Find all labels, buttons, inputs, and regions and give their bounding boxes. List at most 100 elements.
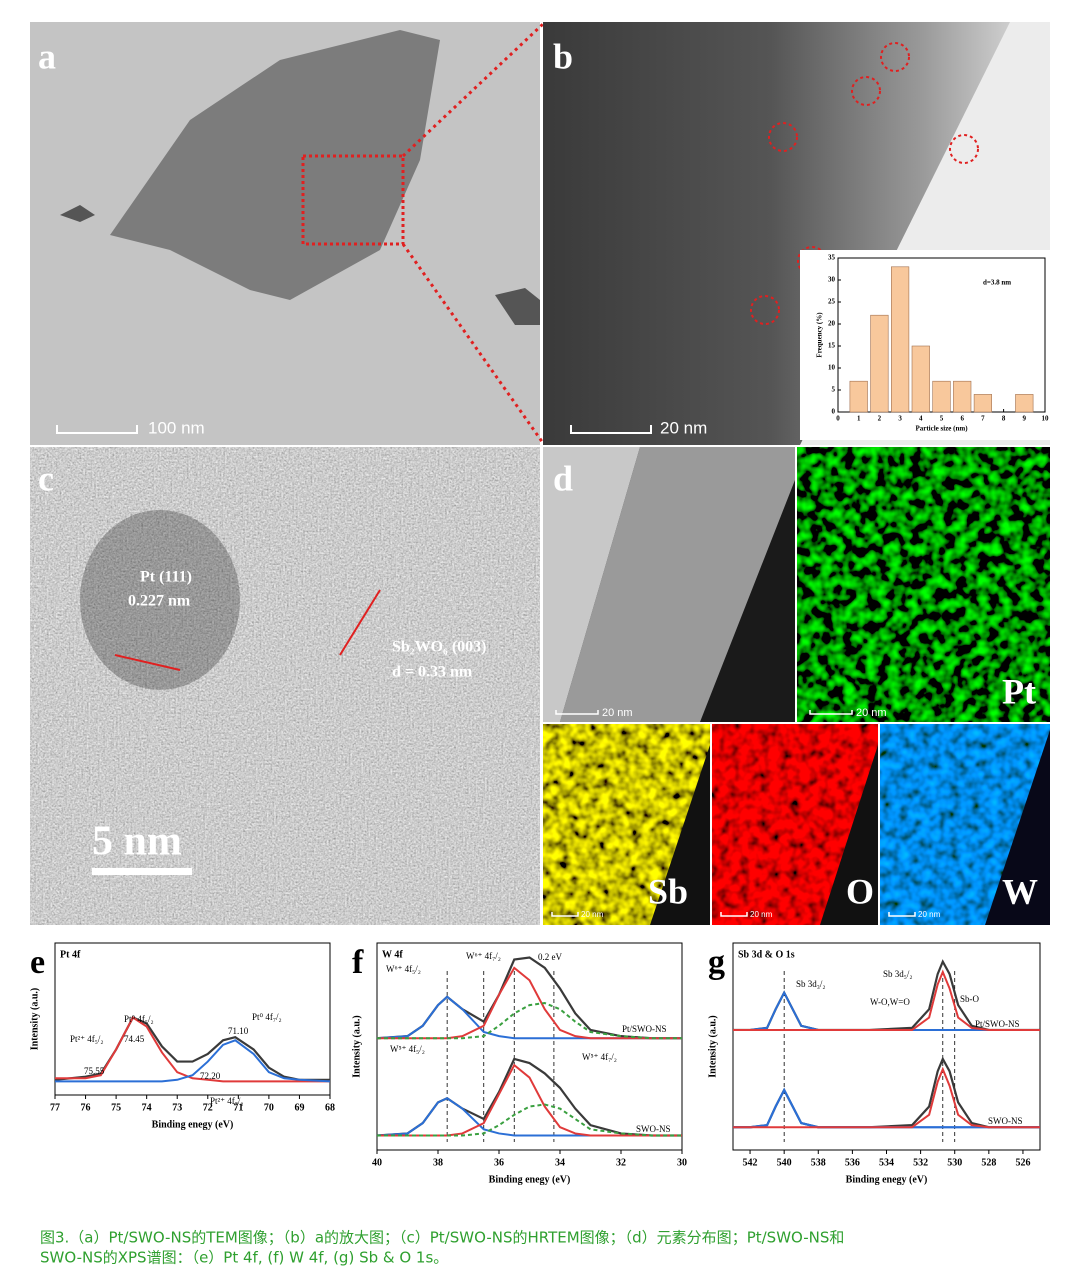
spectrum xyxy=(55,1039,331,1083)
annotation: SWO-NS xyxy=(636,1124,671,1134)
element-label: W xyxy=(1002,871,1038,911)
panel-title: Sb 3d & O 1s xyxy=(738,949,795,960)
bar xyxy=(849,380,868,413)
annotation: W⁶⁺ 4f₇/₂ xyxy=(466,951,501,961)
y-tick-label: 30 xyxy=(828,276,836,284)
zoom-line xyxy=(401,243,545,444)
x-tick-label: 540 xyxy=(777,1157,792,1168)
annotation: W⁵⁺ 4f₇/₂ xyxy=(582,1052,617,1062)
panel-a: a 100 nm xyxy=(30,22,545,445)
annotation: Pt⁰ 4f₅/₂ xyxy=(124,1014,154,1024)
panel-c: c Pt (111) 0.227 nm Sb₂WO₆ (003) d = 0.3… xyxy=(30,447,540,925)
annotation: 0.2 eV xyxy=(538,952,562,962)
annotation: Pt/SWO-NS xyxy=(622,1024,667,1034)
x-tick-label: 76 xyxy=(81,1102,91,1113)
bar xyxy=(932,380,951,413)
scale-bar-label: 100 nm xyxy=(148,418,205,437)
x-tick-label: 534 xyxy=(879,1157,894,1168)
spectrum xyxy=(55,1016,330,1083)
spectrum xyxy=(377,1103,682,1137)
annotation: 72.20 xyxy=(200,1071,221,1081)
nanosheet xyxy=(110,30,440,300)
panel-label: f xyxy=(352,944,364,981)
x-tick-label: 536 xyxy=(845,1157,860,1168)
scale-bar xyxy=(92,868,192,875)
x-tick-label: 32 xyxy=(616,1157,626,1168)
x-tick-label: 1 xyxy=(857,415,861,423)
x-tick-label: 0 xyxy=(836,415,840,423)
particle-shade xyxy=(80,510,240,690)
x-tick-label: 74 xyxy=(142,1102,152,1113)
spectrum xyxy=(733,969,1040,1031)
caption: 图3.（a）Pt/SWO-NS的TEM图像；（b）a的放大图；（c）Pt/SWO… xyxy=(40,1229,844,1247)
panel-label: b xyxy=(553,36,573,76)
y-tick-label: 20 xyxy=(828,320,836,328)
y-tick-label: 5 xyxy=(832,386,836,394)
bar xyxy=(891,266,910,413)
scale-bar-label: 20 nm xyxy=(581,910,604,919)
x-tick-label: 538 xyxy=(811,1157,826,1168)
scale-bar-label: 20 nm xyxy=(918,910,941,919)
annotation: Pt⁰ 4f₇/₂ xyxy=(252,1012,282,1022)
sheet xyxy=(560,447,795,722)
x-tick-label: 36 xyxy=(494,1157,504,1168)
bar xyxy=(911,345,930,413)
scale-bar-label: 20 nm xyxy=(660,418,707,437)
scale-bar-label: 20 nm xyxy=(856,707,887,719)
x-axis-label: Binding enegy (eV) xyxy=(846,1174,928,1185)
dark-region xyxy=(650,745,710,925)
x-tick-label: 72 xyxy=(203,1102,213,1113)
x-tick-label: 75 xyxy=(111,1102,121,1113)
annotation: 71.10 xyxy=(228,1026,249,1036)
y-tick-label: 25 xyxy=(828,298,836,306)
scale-bar xyxy=(570,425,652,434)
x-tick-label: 532 xyxy=(913,1157,928,1168)
annotation: Pt (111) xyxy=(140,569,192,586)
dark-region xyxy=(985,730,1050,925)
panel-label: d xyxy=(553,458,573,498)
annotation: W⁶⁺ 4f₅/₂ xyxy=(386,964,421,974)
bar xyxy=(953,380,972,413)
annotation: d = 0.33 nm xyxy=(392,664,473,681)
annotation: W-O,W=O xyxy=(870,997,910,1007)
x-tick-label: 530 xyxy=(947,1157,962,1168)
x-tick-label: 68 xyxy=(325,1102,335,1113)
annotation: Pt²⁺ 4f₅/₂ xyxy=(70,1034,103,1044)
annotation: Sb 3d₃/₂ xyxy=(796,979,826,989)
panel-b: b 20 nm xyxy=(543,22,1050,445)
annotation: 74.45 xyxy=(124,1034,145,1044)
x-tick-label: 71 xyxy=(233,1102,243,1113)
panel-title: Pt 4f xyxy=(60,949,81,960)
annotation: 0.227 nm xyxy=(128,593,191,610)
annotation: Pt/SWO-NS xyxy=(975,1019,1020,1029)
x-tick-label: 40 xyxy=(372,1157,382,1168)
caption: SWO-NS的XPS谱图：（e）Pt 4f, (f) W 4f, (g) Sb … xyxy=(40,1249,448,1267)
x-tick-label: 7 xyxy=(981,415,985,423)
y-tick-label: 0 xyxy=(832,408,836,416)
panel-label: c xyxy=(38,458,54,498)
element-label: Pt xyxy=(1002,671,1036,711)
x-axis-label: Particle size (nm) xyxy=(915,425,968,433)
spectrum xyxy=(377,1063,682,1137)
scale-bar-label: 20 nm xyxy=(602,707,633,719)
x-tick-label: 2 xyxy=(878,415,882,423)
x-axis-label: Binding enegy (eV) xyxy=(489,1174,571,1185)
element-label: Sb xyxy=(648,871,688,911)
element-label: O xyxy=(846,871,874,911)
x-tick-label: 526 xyxy=(1015,1157,1030,1168)
lattice-marker xyxy=(339,589,381,656)
x-tick-label: 70 xyxy=(264,1102,274,1113)
x-tick-label: 38 xyxy=(433,1157,443,1168)
plot-frame xyxy=(54,942,331,1096)
x-tick-label: 9 xyxy=(1023,415,1027,423)
panel-title: W 4f xyxy=(382,949,403,960)
x-tick-label: 5 xyxy=(940,415,944,423)
x-tick-label: 8 xyxy=(1002,415,1006,423)
panel-d: d 20 nm 20 nm 20 nm 20 nm 20 nm Pt Sb O … xyxy=(543,447,1050,925)
x-tick-label: 77 xyxy=(50,1102,60,1113)
annotation: W⁵⁺ 4f₅/₂ xyxy=(390,1044,425,1054)
zoom-box xyxy=(301,154,405,246)
x-tick-label: 73 xyxy=(172,1102,182,1113)
scale-bar-label: 5 nm xyxy=(92,819,182,865)
y-tick-label: 35 xyxy=(828,254,836,262)
